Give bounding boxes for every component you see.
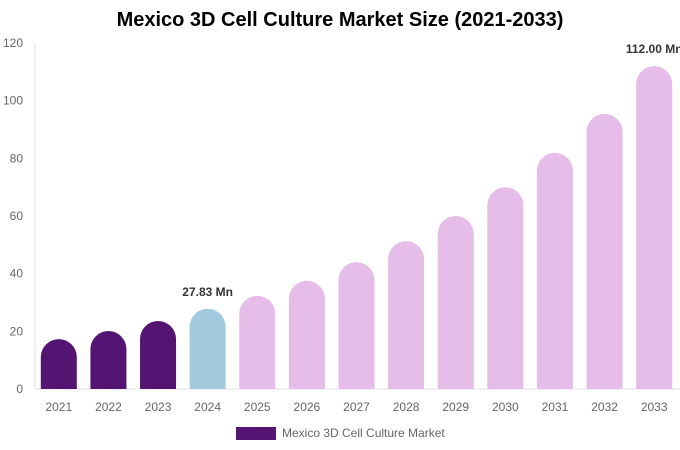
bar-2032: [586, 113, 623, 389]
legend-swatch: [236, 426, 276, 440]
bar-2024: [189, 308, 226, 389]
y-tick-label: 20: [10, 324, 24, 338]
x-tick-label: 2023: [145, 400, 172, 414]
x-tick-label: 2030: [492, 400, 519, 414]
bar-2028: [388, 241, 425, 389]
x-tick-label: 2026: [294, 400, 321, 414]
x-tick-label: 2033: [641, 400, 668, 414]
x-tick-label: 2027: [343, 400, 370, 414]
bar-2021: [40, 339, 77, 389]
data-label: 27.83 Mn: [182, 285, 233, 299]
x-tick-label: 2028: [393, 400, 420, 414]
bar-2022: [90, 331, 127, 389]
bar-2026: [288, 280, 325, 389]
x-tick-label: 2022: [95, 400, 122, 414]
chart-title: Mexico 3D Cell Culture Market Size (2021…: [116, 9, 564, 31]
bar-2033: [636, 66, 673, 389]
data-label: 112.00 Mn: [626, 42, 680, 56]
bar-2029: [437, 216, 474, 389]
y-tick-label: 120: [3, 36, 23, 50]
y-tick-label: 60: [10, 209, 24, 223]
bar-2030: [487, 187, 524, 389]
x-tick-label: 2032: [591, 400, 618, 414]
x-tick-label: 2031: [542, 400, 569, 414]
y-tick-label: 80: [10, 151, 24, 165]
y-tick-label: 0: [16, 382, 23, 396]
x-tick-label: 2029: [442, 400, 469, 414]
bar-2031: [536, 152, 573, 389]
y-tick-label: 40: [10, 267, 24, 281]
bar-2025: [239, 295, 276, 389]
legend[interactable]: Mexico 3D Cell Culture Market: [236, 426, 445, 440]
y-tick-label: 100: [3, 94, 23, 108]
bar-2023: [140, 320, 177, 389]
x-tick-label: 2024: [194, 400, 221, 414]
legend-label: Mexico 3D Cell Culture Market: [282, 426, 445, 440]
x-tick-label: 2025: [244, 400, 271, 414]
bar-2027: [338, 262, 375, 389]
x-tick-label: 2021: [45, 400, 72, 414]
